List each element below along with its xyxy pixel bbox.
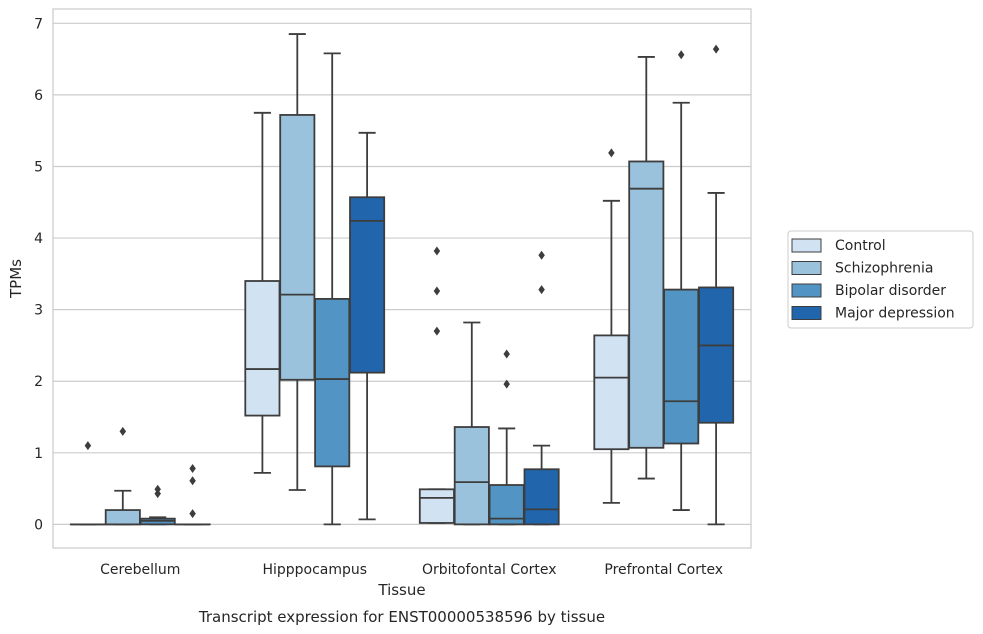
box-iqr: [104, 509, 141, 526]
box-iqr: [453, 426, 490, 526]
legend-label: Major depression: [835, 306, 955, 322]
box-1-1: [279, 33, 316, 491]
box-iqr: [698, 286, 735, 424]
x-tick-label: Orbitofontal Cortex: [422, 562, 557, 578]
chart-caption: Transcript expression for ENST0000053859…: [198, 608, 605, 626]
box-iqr: [523, 468, 560, 526]
box-3-0: [593, 148, 630, 504]
outlier-point: [154, 484, 161, 494]
y-tick-label: 2: [34, 374, 43, 390]
box-2-2: [488, 349, 525, 526]
legend-frame: [787, 230, 974, 329]
outlier-point: [189, 476, 196, 486]
outlier-point: [433, 246, 441, 256]
grid-lines: [53, 22, 751, 525]
box-0-3: [174, 464, 211, 526]
box-1-3: [349, 131, 386, 521]
y-tick-label: 4: [34, 231, 43, 247]
legend-label: Bipolar disorder: [835, 283, 946, 299]
outlier-point: [503, 379, 510, 389]
y-tick-labels: 0 1 2 3 4 5 6 7: [34, 16, 43, 533]
box-2-0: [418, 246, 455, 524]
y-tick-label: 7: [34, 16, 43, 32]
y-tick-label: 6: [34, 88, 43, 104]
box-2-3: [523, 250, 560, 526]
outlier-point: [608, 148, 615, 158]
box-1-2: [314, 52, 351, 526]
box-iqr: [628, 160, 665, 449]
legend-swatch: [791, 238, 822, 253]
y-tick-label: 5: [34, 159, 43, 175]
box-iqr: [663, 288, 700, 445]
outlier-point: [189, 464, 196, 474]
outlier-point: [538, 250, 545, 260]
outlier-point: [433, 326, 441, 336]
outlier-point: [189, 509, 196, 519]
box-0-2: [139, 484, 176, 526]
box-iqr: [279, 114, 316, 381]
box-1-0: [244, 111, 281, 474]
plot-frame: [52, 8, 752, 549]
box-iqr: [418, 488, 455, 524]
x-tick-label: Cerebellum: [100, 562, 180, 578]
legend-swatch: [791, 283, 822, 298]
x-tick-labels: Cerebellum Hipppocampus Orbitofontal Corte…: [100, 562, 723, 578]
x-tick-label: Prefrontal Cortex: [604, 562, 723, 578]
outlier-point: [712, 44, 720, 54]
y-tick-label: 3: [34, 303, 43, 319]
y-tick-label: 1: [34, 446, 43, 462]
box-0-0: [69, 441, 106, 526]
box-0-1: [104, 426, 141, 526]
x-axis-label: Tissue: [377, 581, 425, 599]
outlier-point: [503, 349, 510, 359]
outlier-point: [119, 426, 127, 436]
outlier-point: [84, 441, 92, 451]
box-3-2: [663, 50, 700, 511]
box-iqr: [349, 196, 386, 374]
outlier-point: [433, 286, 441, 296]
legend-swatch: [791, 261, 822, 275]
legend: Control Schizophrenia Bipolar disorder Majo…: [787, 230, 974, 329]
outlier-point: [538, 285, 545, 295]
y-axis-label: TPMs: [7, 259, 25, 299]
y-tick-label: 0: [34, 517, 43, 533]
legend-swatch: [791, 306, 822, 320]
box-iqr: [593, 334, 630, 451]
box-3-3: [698, 44, 735, 526]
x-tick-label: Hipppocampus: [262, 562, 367, 578]
box-2-1: [453, 321, 490, 526]
box-layer: [69, 33, 735, 526]
legend-label: Control: [835, 238, 886, 254]
box-iqr: [314, 298, 351, 468]
outlier-point: [677, 50, 685, 60]
box-3-1: [628, 56, 665, 480]
legend-label: Schizophrenia: [835, 261, 933, 277]
box-iqr: [244, 280, 281, 417]
